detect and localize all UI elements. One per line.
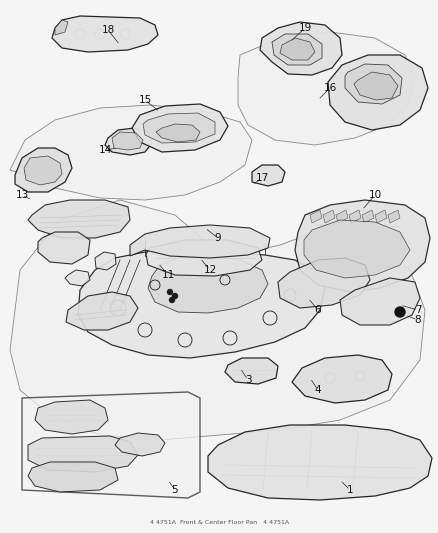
Polygon shape [65, 270, 90, 286]
Polygon shape [322, 210, 334, 223]
Polygon shape [132, 104, 227, 152]
Polygon shape [303, 220, 409, 278]
Polygon shape [55, 20, 68, 35]
Polygon shape [130, 225, 269, 258]
Text: 19: 19 [298, 23, 311, 33]
Circle shape [394, 307, 404, 317]
Polygon shape [15, 148, 72, 192]
Polygon shape [387, 210, 399, 223]
Text: 18: 18 [101, 25, 114, 35]
Polygon shape [335, 210, 347, 223]
Circle shape [172, 294, 177, 298]
Text: 14: 14 [98, 145, 111, 155]
Text: 7: 7 [414, 305, 420, 315]
Polygon shape [52, 16, 158, 52]
Polygon shape [339, 278, 419, 325]
Text: 12: 12 [203, 265, 216, 275]
Text: 6: 6 [314, 305, 321, 315]
Polygon shape [237, 32, 414, 145]
Text: 15: 15 [138, 95, 151, 105]
Polygon shape [348, 210, 360, 223]
Polygon shape [10, 200, 424, 440]
Polygon shape [95, 252, 116, 270]
Polygon shape [146, 240, 261, 276]
Polygon shape [38, 232, 90, 264]
Polygon shape [277, 258, 369, 308]
Polygon shape [155, 124, 200, 142]
Polygon shape [10, 105, 251, 200]
Polygon shape [279, 38, 314, 60]
Polygon shape [35, 400, 108, 434]
Polygon shape [148, 256, 267, 313]
Text: 10: 10 [367, 190, 381, 200]
Text: 11: 11 [161, 270, 174, 280]
Circle shape [167, 289, 172, 295]
Text: 13: 13 [15, 190, 28, 200]
Polygon shape [24, 156, 62, 185]
Text: 1: 1 [346, 485, 353, 495]
Polygon shape [112, 132, 143, 150]
Polygon shape [291, 355, 391, 403]
Polygon shape [251, 165, 284, 186]
Text: 17: 17 [255, 173, 268, 183]
Polygon shape [78, 250, 324, 358]
Polygon shape [294, 200, 429, 292]
Polygon shape [353, 72, 397, 100]
Polygon shape [143, 113, 215, 143]
Polygon shape [374, 210, 386, 223]
Text: 4 4751A  Front & Center Floor Pan   4 4751A: 4 4751A Front & Center Floor Pan 4 4751A [150, 520, 288, 525]
Text: 8: 8 [414, 315, 420, 325]
Circle shape [169, 297, 174, 303]
Polygon shape [344, 64, 401, 104]
Polygon shape [309, 210, 321, 223]
Polygon shape [28, 436, 138, 472]
Polygon shape [28, 200, 130, 238]
Text: 9: 9 [214, 233, 221, 243]
Polygon shape [208, 425, 431, 500]
Polygon shape [327, 55, 427, 130]
Polygon shape [225, 358, 277, 384]
Text: 3: 3 [244, 375, 251, 385]
Polygon shape [115, 433, 165, 456]
Polygon shape [361, 210, 373, 223]
Text: 4: 4 [314, 385, 321, 395]
Polygon shape [66, 292, 138, 330]
Polygon shape [28, 462, 118, 492]
Polygon shape [105, 128, 152, 155]
Polygon shape [22, 392, 200, 498]
Polygon shape [259, 22, 341, 75]
Polygon shape [272, 34, 321, 65]
Text: 5: 5 [171, 485, 178, 495]
Text: 16: 16 [323, 83, 336, 93]
